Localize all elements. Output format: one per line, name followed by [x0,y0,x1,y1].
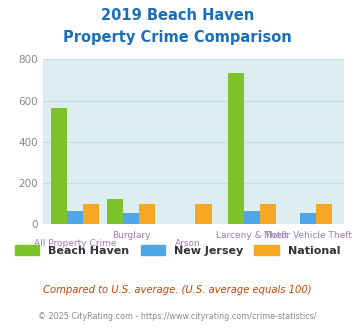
Bar [300,213,316,224]
Text: All Property Crime: All Property Crime [33,239,116,248]
Bar [228,73,244,224]
Text: Arson: Arson [175,239,200,248]
Bar [260,204,276,224]
Bar [83,204,99,224]
Bar [139,204,155,224]
Text: Compared to U.S. average. (U.S. average equals 100): Compared to U.S. average. (U.S. average … [43,285,312,295]
Text: Larceny & Theft: Larceny & Theft [216,231,288,240]
Bar [67,211,83,224]
Legend: Beach Haven, New Jersey, National: Beach Haven, New Jersey, National [11,241,344,260]
Bar [244,211,260,224]
Text: Burglary: Burglary [112,231,151,240]
Bar [196,204,212,224]
Bar [107,199,123,224]
Text: Motor Vehicle Theft: Motor Vehicle Theft [264,231,352,240]
Text: 2019 Beach Haven: 2019 Beach Haven [101,8,254,23]
Bar [316,204,332,224]
Bar [51,108,67,224]
Text: © 2025 CityRating.com - https://www.cityrating.com/crime-statistics/: © 2025 CityRating.com - https://www.city… [38,312,317,321]
Text: Property Crime Comparison: Property Crime Comparison [63,30,292,45]
Bar [123,213,139,224]
